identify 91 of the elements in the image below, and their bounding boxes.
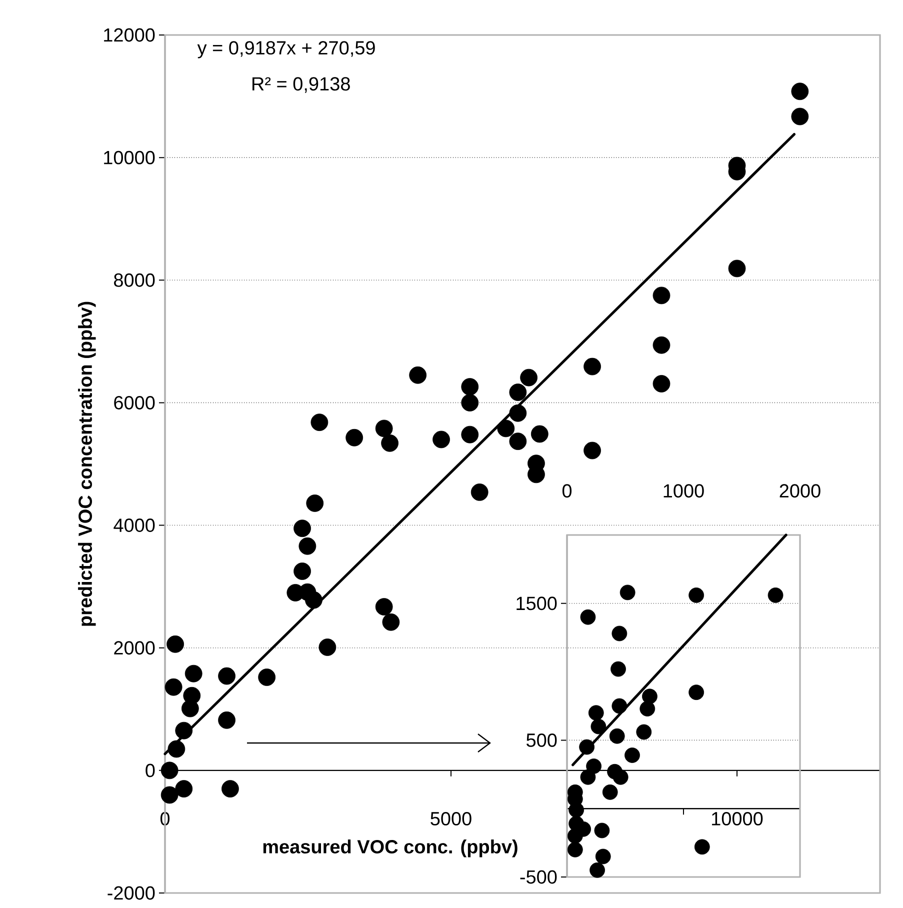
point [590, 862, 605, 878]
point [346, 428, 364, 446]
annotation: R² = 0,9138 [252, 77, 350, 93]
point [652, 336, 670, 354]
point [461, 426, 479, 444]
point [609, 728, 625, 744]
x-axis-title: measured VOC conc. (ppbv) [263, 840, 518, 858]
point [652, 375, 670, 392]
point [728, 260, 746, 278]
y-tick-label: 1500 [516, 596, 557, 610]
point [497, 420, 515, 438]
point [461, 394, 479, 412]
point [298, 537, 316, 555]
point [175, 722, 193, 740]
annotation: y = 0,9187x + 270,59 [197, 41, 375, 58]
point [160, 786, 178, 804]
y-axis-title: predicted VOC concentration (ppbv) [78, 302, 96, 626]
point [168, 740, 186, 758]
point [584, 358, 601, 376]
point [584, 442, 601, 460]
point [590, 718, 606, 734]
point [432, 430, 450, 448]
point [509, 384, 527, 401]
point [318, 638, 336, 656]
point [588, 705, 604, 721]
point [520, 368, 538, 386]
point [305, 591, 322, 609]
point [166, 635, 184, 653]
point [181, 700, 199, 718]
point [509, 404, 527, 422]
point [636, 724, 652, 740]
point [602, 784, 618, 800]
point [791, 108, 809, 126]
point [164, 678, 182, 696]
point [375, 598, 393, 616]
y-tick-label: 4000 [114, 518, 155, 532]
point [310, 414, 328, 432]
x-tick-label: 10000 [712, 812, 763, 826]
y-tick-label: 500 [526, 733, 557, 747]
point [567, 828, 583, 844]
point [175, 780, 193, 798]
point [640, 701, 656, 716]
point [688, 684, 704, 700]
point [461, 378, 479, 396]
point [382, 613, 400, 631]
point [567, 842, 583, 858]
point [409, 366, 427, 384]
point [791, 82, 809, 100]
point [612, 626, 628, 642]
y-tick-label: -2000 [108, 886, 155, 900]
y-tick-label: -500 [520, 870, 557, 884]
point [579, 739, 595, 755]
point [612, 769, 628, 785]
point [595, 848, 611, 864]
point [580, 769, 596, 785]
point [509, 432, 527, 450]
point [642, 688, 658, 704]
point [258, 668, 276, 686]
point [222, 780, 239, 798]
point [768, 587, 784, 603]
point [294, 520, 311, 538]
point [294, 562, 311, 580]
x-tick-label: 2000 [780, 484, 820, 498]
y-tick-label: 12000 [104, 28, 155, 42]
x-tick-label: 5000 [430, 812, 472, 826]
point [594, 822, 610, 838]
x-tick-label: 1000 [664, 484, 704, 498]
point [652, 286, 670, 304]
point [306, 494, 324, 512]
point [160, 762, 178, 780]
point [586, 758, 602, 774]
point [620, 584, 636, 600]
point [580, 609, 596, 625]
point [184, 664, 202, 682]
point [610, 661, 626, 677]
y-tick-label: 10000 [104, 150, 155, 164]
y-tick-label: 2000 [114, 641, 155, 655]
point [688, 587, 704, 603]
y-tick-label: 6000 [114, 396, 155, 410]
point [612, 698, 628, 714]
point [218, 711, 236, 729]
point [470, 483, 488, 501]
y-tick-label: 0 [146, 764, 155, 778]
point [218, 667, 236, 685]
point [694, 839, 710, 855]
x-tick-label: 0 [562, 484, 572, 498]
y-tick-label: 8000 [114, 273, 155, 287]
point [624, 748, 640, 763]
point [381, 434, 398, 452]
point [530, 425, 548, 443]
point [375, 420, 393, 438]
